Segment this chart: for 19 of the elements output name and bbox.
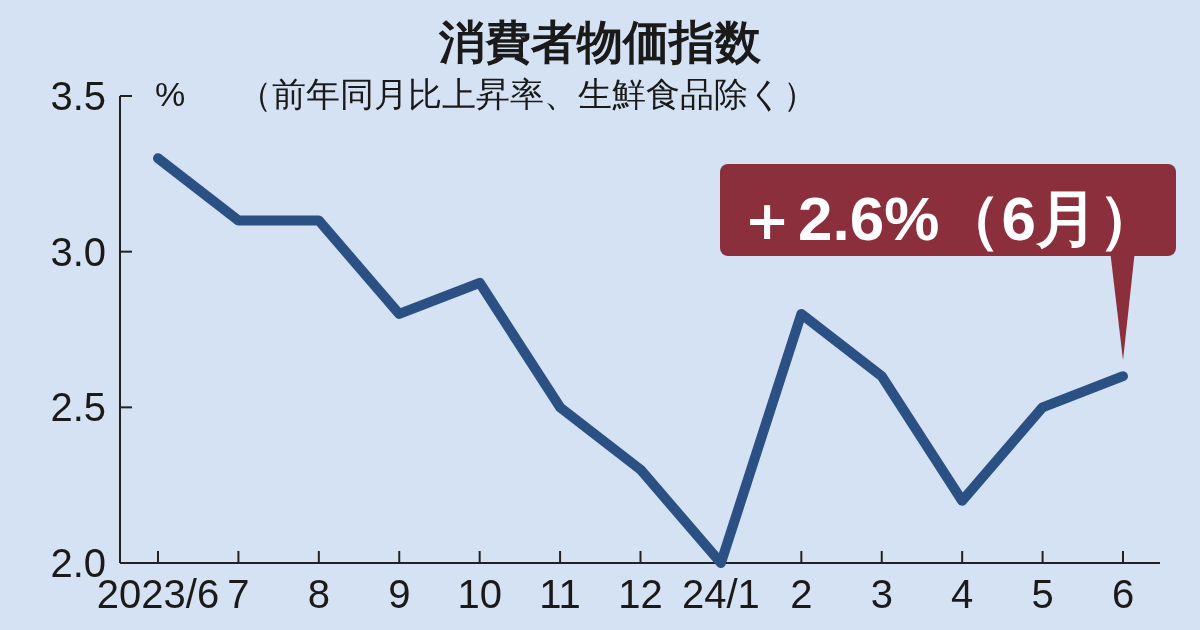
chart-subtitle: （前年同月比上昇率、生鮮食品除く） (238, 75, 817, 113)
x-tick-label: 5 (1031, 572, 1054, 616)
y-axis-title: % (154, 75, 186, 113)
x-tick-label: 4 (951, 572, 974, 616)
x-tick-label: 12 (618, 572, 663, 616)
x-tick-label: 24/1 (681, 572, 760, 616)
x-tick-label: 6 (1111, 572, 1135, 616)
x-tick-label: 3 (870, 572, 893, 616)
x-tick-label: 8 (307, 572, 330, 616)
annotation: ＋2.6%（6月） (736, 184, 1160, 253)
x-tick-label: 11 (539, 572, 581, 616)
x-tick-label: 7 (227, 572, 250, 616)
x-tick-label: 2 (790, 572, 813, 616)
x-tick-label: 10 (457, 572, 502, 616)
x-tick-label: 9 (388, 572, 411, 616)
y-tick-label: 3.0 (50, 229, 106, 274)
chart-title: 消費者物価指数 (438, 16, 762, 68)
y-tick-label: 2.5 (50, 385, 106, 430)
y-tick-label: 3.5 (50, 74, 106, 118)
